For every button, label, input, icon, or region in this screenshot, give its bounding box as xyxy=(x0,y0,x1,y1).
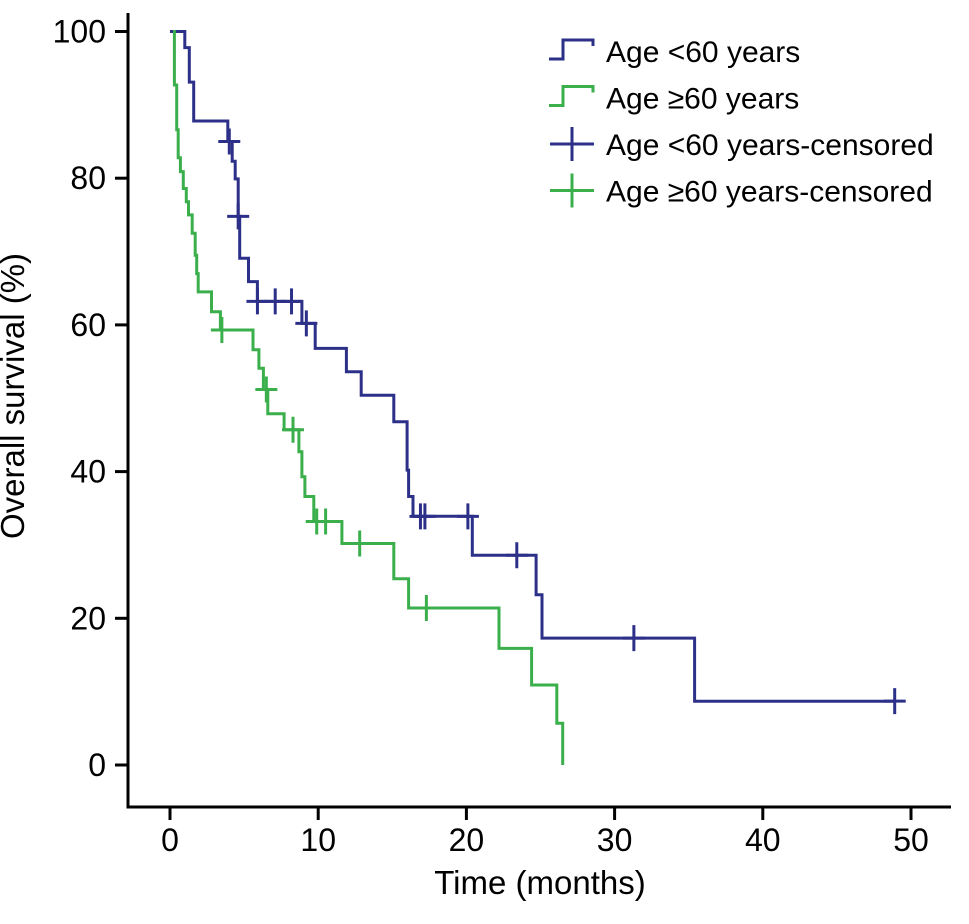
legend-plus-swatch xyxy=(550,127,594,161)
legend-label: Age ≥60 years-censored xyxy=(606,176,933,209)
censor-mark xyxy=(348,530,371,557)
legend-item: Age ≥60 years xyxy=(549,83,799,116)
legend-label: Age ≥60 years xyxy=(606,83,799,116)
legend-item: Age <60 years xyxy=(549,36,800,69)
censor-marks xyxy=(210,128,906,715)
legend-label: Age <60 years xyxy=(606,36,800,69)
x-axis-ticks: 0 10 20 30 40 50 xyxy=(161,807,929,858)
censor-mark xyxy=(456,503,479,530)
series-path-1 xyxy=(172,30,565,765)
censor-mark xyxy=(883,688,906,715)
axis-line xyxy=(126,13,951,809)
censor-mark xyxy=(295,310,318,337)
chart-legend: Age <60 years Age ≥60 years Age <60 years-… xyxy=(549,36,934,209)
legend-label: Age <60 years-censored xyxy=(606,129,934,162)
x-tick-label: 0 xyxy=(161,822,179,858)
y-axis-ticks: 0 20 40 60 80 100 xyxy=(53,14,128,783)
axis-lines xyxy=(126,13,951,809)
censor-mark xyxy=(413,503,436,530)
censor-mark xyxy=(280,288,303,315)
x-tick-label: 40 xyxy=(745,822,781,858)
censor-mark xyxy=(505,542,528,569)
legend-step-line-swatch xyxy=(549,85,595,107)
censor-mark xyxy=(282,416,305,443)
legend-plus-swatch xyxy=(550,173,594,208)
y-tick-label: 60 xyxy=(70,307,106,343)
censor-mark xyxy=(227,203,250,230)
y-tick-label: 100 xyxy=(53,14,106,50)
censor-mark xyxy=(622,625,645,652)
y-axis-label: Overall survival (%) xyxy=(0,253,31,539)
x-axis-label: Time (months) xyxy=(434,864,645,901)
censor-mark xyxy=(255,376,278,403)
y-tick-label: 40 xyxy=(70,454,106,490)
censor-mark xyxy=(314,508,337,535)
y-tick-label: 0 xyxy=(88,747,106,783)
censor-mark xyxy=(415,595,438,622)
censor-mark xyxy=(210,317,233,344)
x-tick-label: 50 xyxy=(893,822,929,858)
y-tick-label: 80 xyxy=(70,160,106,196)
censor-mark xyxy=(218,128,241,155)
x-tick-label: 10 xyxy=(300,822,336,858)
legend-item: Age ≥60 years-censored xyxy=(550,173,933,209)
x-tick-label: 20 xyxy=(449,822,485,858)
y-tick-label: 20 xyxy=(70,600,106,636)
legend-step-line-swatch xyxy=(549,38,595,61)
x-tick-label: 30 xyxy=(597,822,633,858)
legend-item: Age <60 years-censored xyxy=(550,127,934,162)
